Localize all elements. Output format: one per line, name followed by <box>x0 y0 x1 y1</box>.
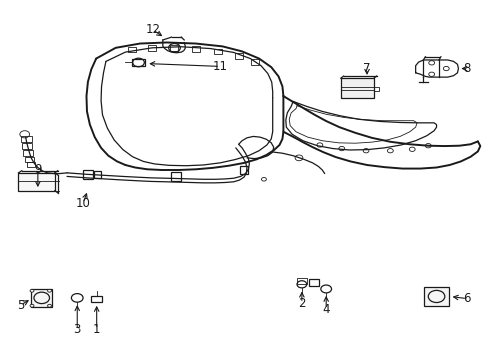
Circle shape <box>47 289 51 292</box>
Bar <box>27 162 35 167</box>
Bar <box>131 59 145 66</box>
Circle shape <box>30 304 34 307</box>
Text: 7: 7 <box>363 62 370 75</box>
Bar <box>83 170 93 179</box>
Bar <box>424 287 448 306</box>
Circle shape <box>30 289 34 292</box>
Text: 5: 5 <box>17 298 24 311</box>
Bar <box>94 171 101 178</box>
Bar <box>19 173 55 191</box>
Bar <box>127 47 135 53</box>
Bar <box>373 87 378 91</box>
Text: 6: 6 <box>463 292 470 305</box>
Bar <box>234 53 242 59</box>
Bar <box>213 49 221 54</box>
Bar <box>251 59 259 65</box>
Text: 9: 9 <box>34 163 41 176</box>
Bar <box>170 45 178 51</box>
Bar <box>91 296 102 302</box>
Text: 3: 3 <box>73 323 81 336</box>
Bar <box>21 136 31 142</box>
Bar <box>23 150 33 156</box>
Bar <box>239 166 248 174</box>
Text: 10: 10 <box>76 197 90 210</box>
Bar <box>170 172 181 181</box>
Text: 12: 12 <box>145 23 160 36</box>
Bar <box>308 279 319 287</box>
Bar <box>148 45 156 51</box>
Text: 1: 1 <box>93 323 100 336</box>
Text: 11: 11 <box>212 60 227 73</box>
Bar <box>296 278 306 284</box>
Text: 2: 2 <box>298 297 305 310</box>
Bar <box>22 143 31 149</box>
Bar <box>30 289 52 307</box>
Text: 8: 8 <box>463 62 470 75</box>
Bar <box>192 46 200 52</box>
Bar <box>25 157 34 162</box>
Circle shape <box>47 304 51 307</box>
Bar <box>340 78 373 98</box>
Text: 4: 4 <box>322 303 329 316</box>
